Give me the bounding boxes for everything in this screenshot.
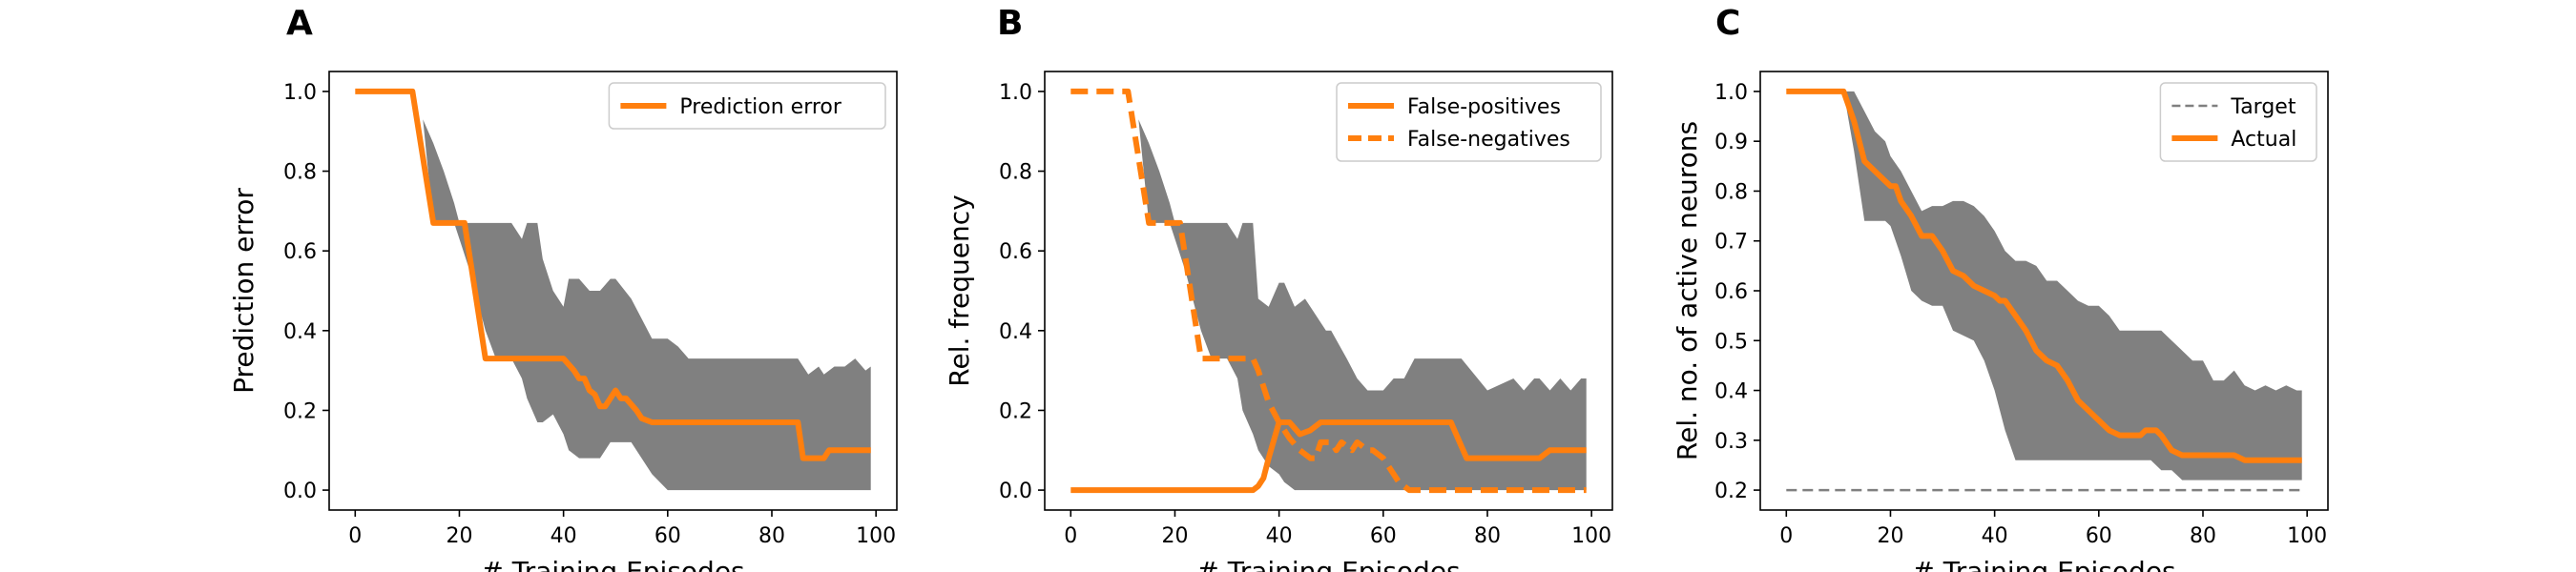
panel-label: A bbox=[286, 4, 313, 43]
y-tick-label: 0.2 bbox=[999, 399, 1032, 423]
uncertainty-band bbox=[1070, 91, 1587, 491]
legend: Prediction error bbox=[608, 82, 886, 130]
y-axis-label: Rel. frequency bbox=[944, 194, 975, 386]
legend-label: Target bbox=[2230, 95, 2296, 119]
x-tick-label: 80 bbox=[2190, 524, 2216, 548]
series-line-false-positives bbox=[1070, 419, 1587, 494]
y-tick-label: 0.5 bbox=[1714, 330, 1748, 354]
legend-label: False-positives bbox=[1407, 95, 1561, 119]
y-tick-label: 0.9 bbox=[1714, 131, 1748, 154]
y-tick-label: 1.0 bbox=[1714, 81, 1748, 105]
plot-frame bbox=[1044, 71, 1613, 511]
x-tick-label: 40 bbox=[551, 524, 577, 548]
x-tick-label: 40 bbox=[1266, 524, 1293, 548]
x-tick-label: 100 bbox=[856, 524, 896, 548]
x-tick-label: 80 bbox=[1474, 524, 1501, 548]
x-axis-label: # Training Episodes bbox=[481, 556, 744, 572]
y-tick-label: 0.4 bbox=[1714, 380, 1748, 404]
y-tick-label: 0.0 bbox=[283, 480, 317, 503]
y-tick-label: 1.0 bbox=[283, 81, 317, 105]
x-tick-label: 60 bbox=[654, 524, 681, 548]
y-tick-label: 0.7 bbox=[1714, 231, 1748, 255]
x-tick-label: 40 bbox=[1982, 524, 2008, 548]
x-tick-label: 20 bbox=[1877, 524, 1903, 548]
y-tick-label: 0.6 bbox=[283, 240, 317, 264]
legend-box bbox=[1336, 82, 1602, 162]
legend-label: False-negatives bbox=[1407, 128, 1570, 152]
y-tick-label: 0.0 bbox=[999, 480, 1032, 503]
x-tick-label: 0 bbox=[1064, 524, 1077, 548]
x-axis-label: # Training Episodes bbox=[1196, 556, 1460, 572]
legend-box bbox=[2159, 82, 2317, 162]
y-tick-label: 0.6 bbox=[1714, 280, 1748, 304]
y-tick-label: 1.0 bbox=[999, 81, 1032, 105]
x-tick-label: 60 bbox=[1370, 524, 1397, 548]
x-tick-label: 20 bbox=[1161, 524, 1188, 548]
x-tick-label: 80 bbox=[758, 524, 785, 548]
y-axis-label: Prediction error bbox=[228, 188, 260, 394]
panel-label: B bbox=[997, 4, 1023, 43]
legend-label: Actual bbox=[2231, 128, 2296, 152]
x-tick-label: 0 bbox=[348, 524, 362, 548]
y-axis-label: Rel. no. of active neurons bbox=[1672, 121, 1703, 460]
x-tick-label: 0 bbox=[1779, 524, 1793, 548]
y-tick-label: 0.6 bbox=[999, 240, 1032, 264]
legend: Target Actual bbox=[2159, 82, 2317, 162]
y-tick-label: 0.4 bbox=[999, 320, 1032, 344]
uncertainty-band bbox=[1786, 91, 2302, 480]
series-line-false-negatives bbox=[1070, 88, 1587, 494]
x-tick-label: 60 bbox=[2086, 524, 2112, 548]
panel-label: C bbox=[1715, 4, 1740, 43]
x-tick-label: 20 bbox=[446, 524, 472, 548]
x-tick-label: 100 bbox=[2287, 524, 2327, 548]
series-line-actual bbox=[1786, 88, 2302, 463]
y-tick-label: 0.8 bbox=[999, 161, 1032, 185]
legend: False-positives False-negatives bbox=[1336, 82, 1602, 162]
y-tick-label: 0.2 bbox=[1714, 480, 1748, 503]
legend-label: Prediction error bbox=[679, 95, 841, 119]
y-tick-label: 0.4 bbox=[283, 320, 317, 344]
legend-box bbox=[608, 82, 886, 130]
panel-c: 0 20 40 60 80 100 0.2 0.3 0.4 0.5 0.6 0.7 0.8 0.9 1.0 #… bbox=[1672, 4, 2329, 572]
uncertainty-band bbox=[355, 91, 871, 491]
y-tick-label: 0.2 bbox=[283, 399, 317, 423]
x-tick-label: 100 bbox=[1571, 524, 1611, 548]
y-tick-label: 0.3 bbox=[1714, 430, 1748, 454]
y-tick-label: 0.8 bbox=[283, 161, 317, 185]
panel-a: 0 20 40 60 80 100 0.0 0.2 0.4 0.6 0.8 1.0 # Training… bbox=[228, 4, 898, 572]
x-axis-label: # Training Episodes bbox=[1912, 556, 2175, 572]
panel-b: 0 20 40 60 80 100 0.0 0.2 0.4 0.6 0.8 1.0 # Training… bbox=[944, 4, 1613, 572]
y-tick-label: 0.8 bbox=[1714, 180, 1748, 204]
plot-frame bbox=[328, 71, 898, 511]
series-line-prediction-error bbox=[355, 88, 871, 461]
